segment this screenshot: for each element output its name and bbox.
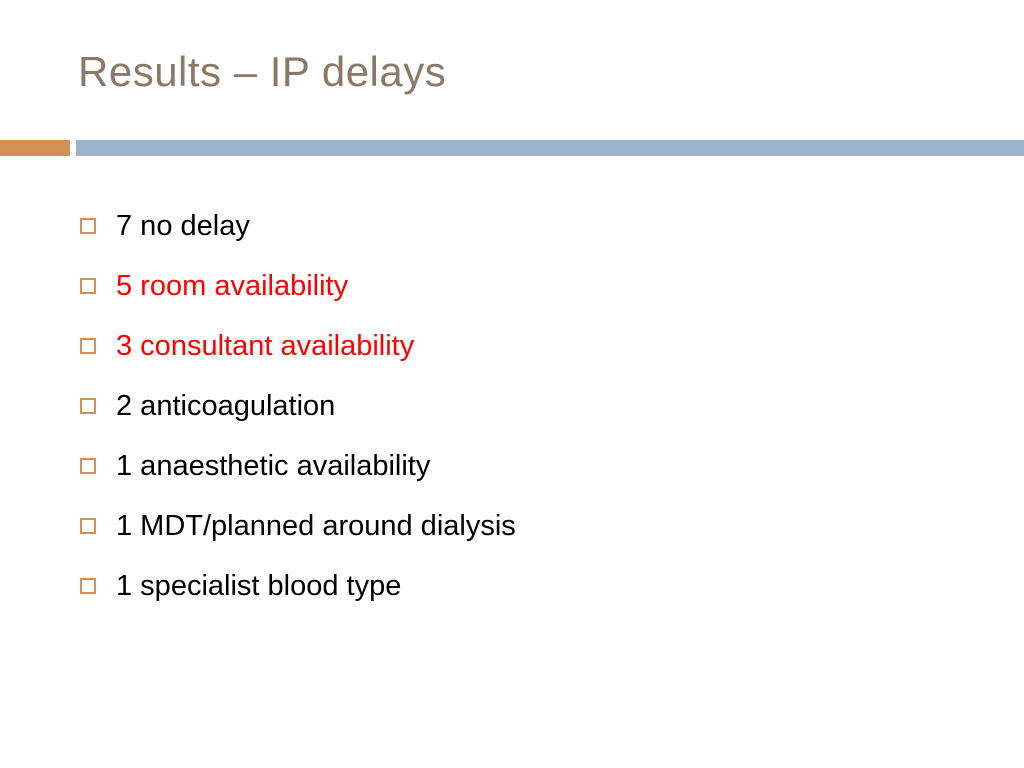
underline-main xyxy=(76,140,1024,156)
list-item-text: 1 anaesthetic availability xyxy=(116,450,430,483)
list-item: 2 anticoagulation xyxy=(80,376,516,436)
underline-accent xyxy=(0,140,70,156)
bullet-box-icon xyxy=(80,578,96,594)
list-item-text: 7 no delay xyxy=(116,210,250,243)
bullet-box-icon xyxy=(80,278,96,294)
list-item-text: 5 room availability xyxy=(116,270,348,303)
bullet-box-icon xyxy=(80,398,96,414)
slide-title: Results – IP delays xyxy=(78,48,446,96)
bullet-box-icon xyxy=(80,458,96,474)
slide: Results – IP delays 7 no delay 5 room ava… xyxy=(0,0,1024,768)
list-item-text: 1 specialist blood type xyxy=(116,570,401,603)
bullet-box-icon xyxy=(80,338,96,354)
list-item: 1 anaesthetic availability xyxy=(80,436,516,496)
bullet-list: 7 no delay 5 room availability 3 consultan… xyxy=(80,196,516,616)
list-item: 1 MDT/planned around dialysis xyxy=(80,496,516,556)
list-item-text: 2 anticoagulation xyxy=(116,390,335,423)
list-item-text: 1 MDT/planned around dialysis xyxy=(116,510,516,543)
bullet-box-icon xyxy=(80,518,96,534)
list-item-text: 3 consultant availability xyxy=(116,330,414,363)
title-underline xyxy=(0,140,1024,156)
bullet-box-icon xyxy=(80,218,96,234)
list-item: 7 no delay xyxy=(80,196,516,256)
list-item: 1 specialist blood type xyxy=(80,556,516,616)
list-item: 3 consultant availability xyxy=(80,316,516,376)
list-item: 5 room availability xyxy=(80,256,516,316)
